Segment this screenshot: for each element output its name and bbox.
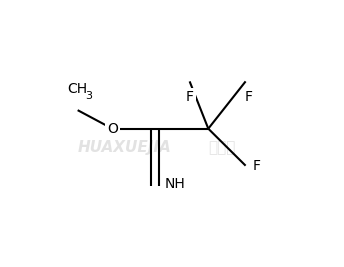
Text: CH: CH	[67, 82, 88, 96]
Text: HUAXUEJIA: HUAXUEJIA	[78, 140, 171, 155]
Text: F: F	[252, 159, 260, 173]
Text: O: O	[107, 122, 118, 136]
Text: F: F	[186, 90, 194, 104]
Text: 3: 3	[86, 91, 93, 101]
Text: NH: NH	[164, 177, 185, 191]
Text: F: F	[244, 90, 252, 104]
Text: 化学加: 化学加	[208, 140, 236, 155]
